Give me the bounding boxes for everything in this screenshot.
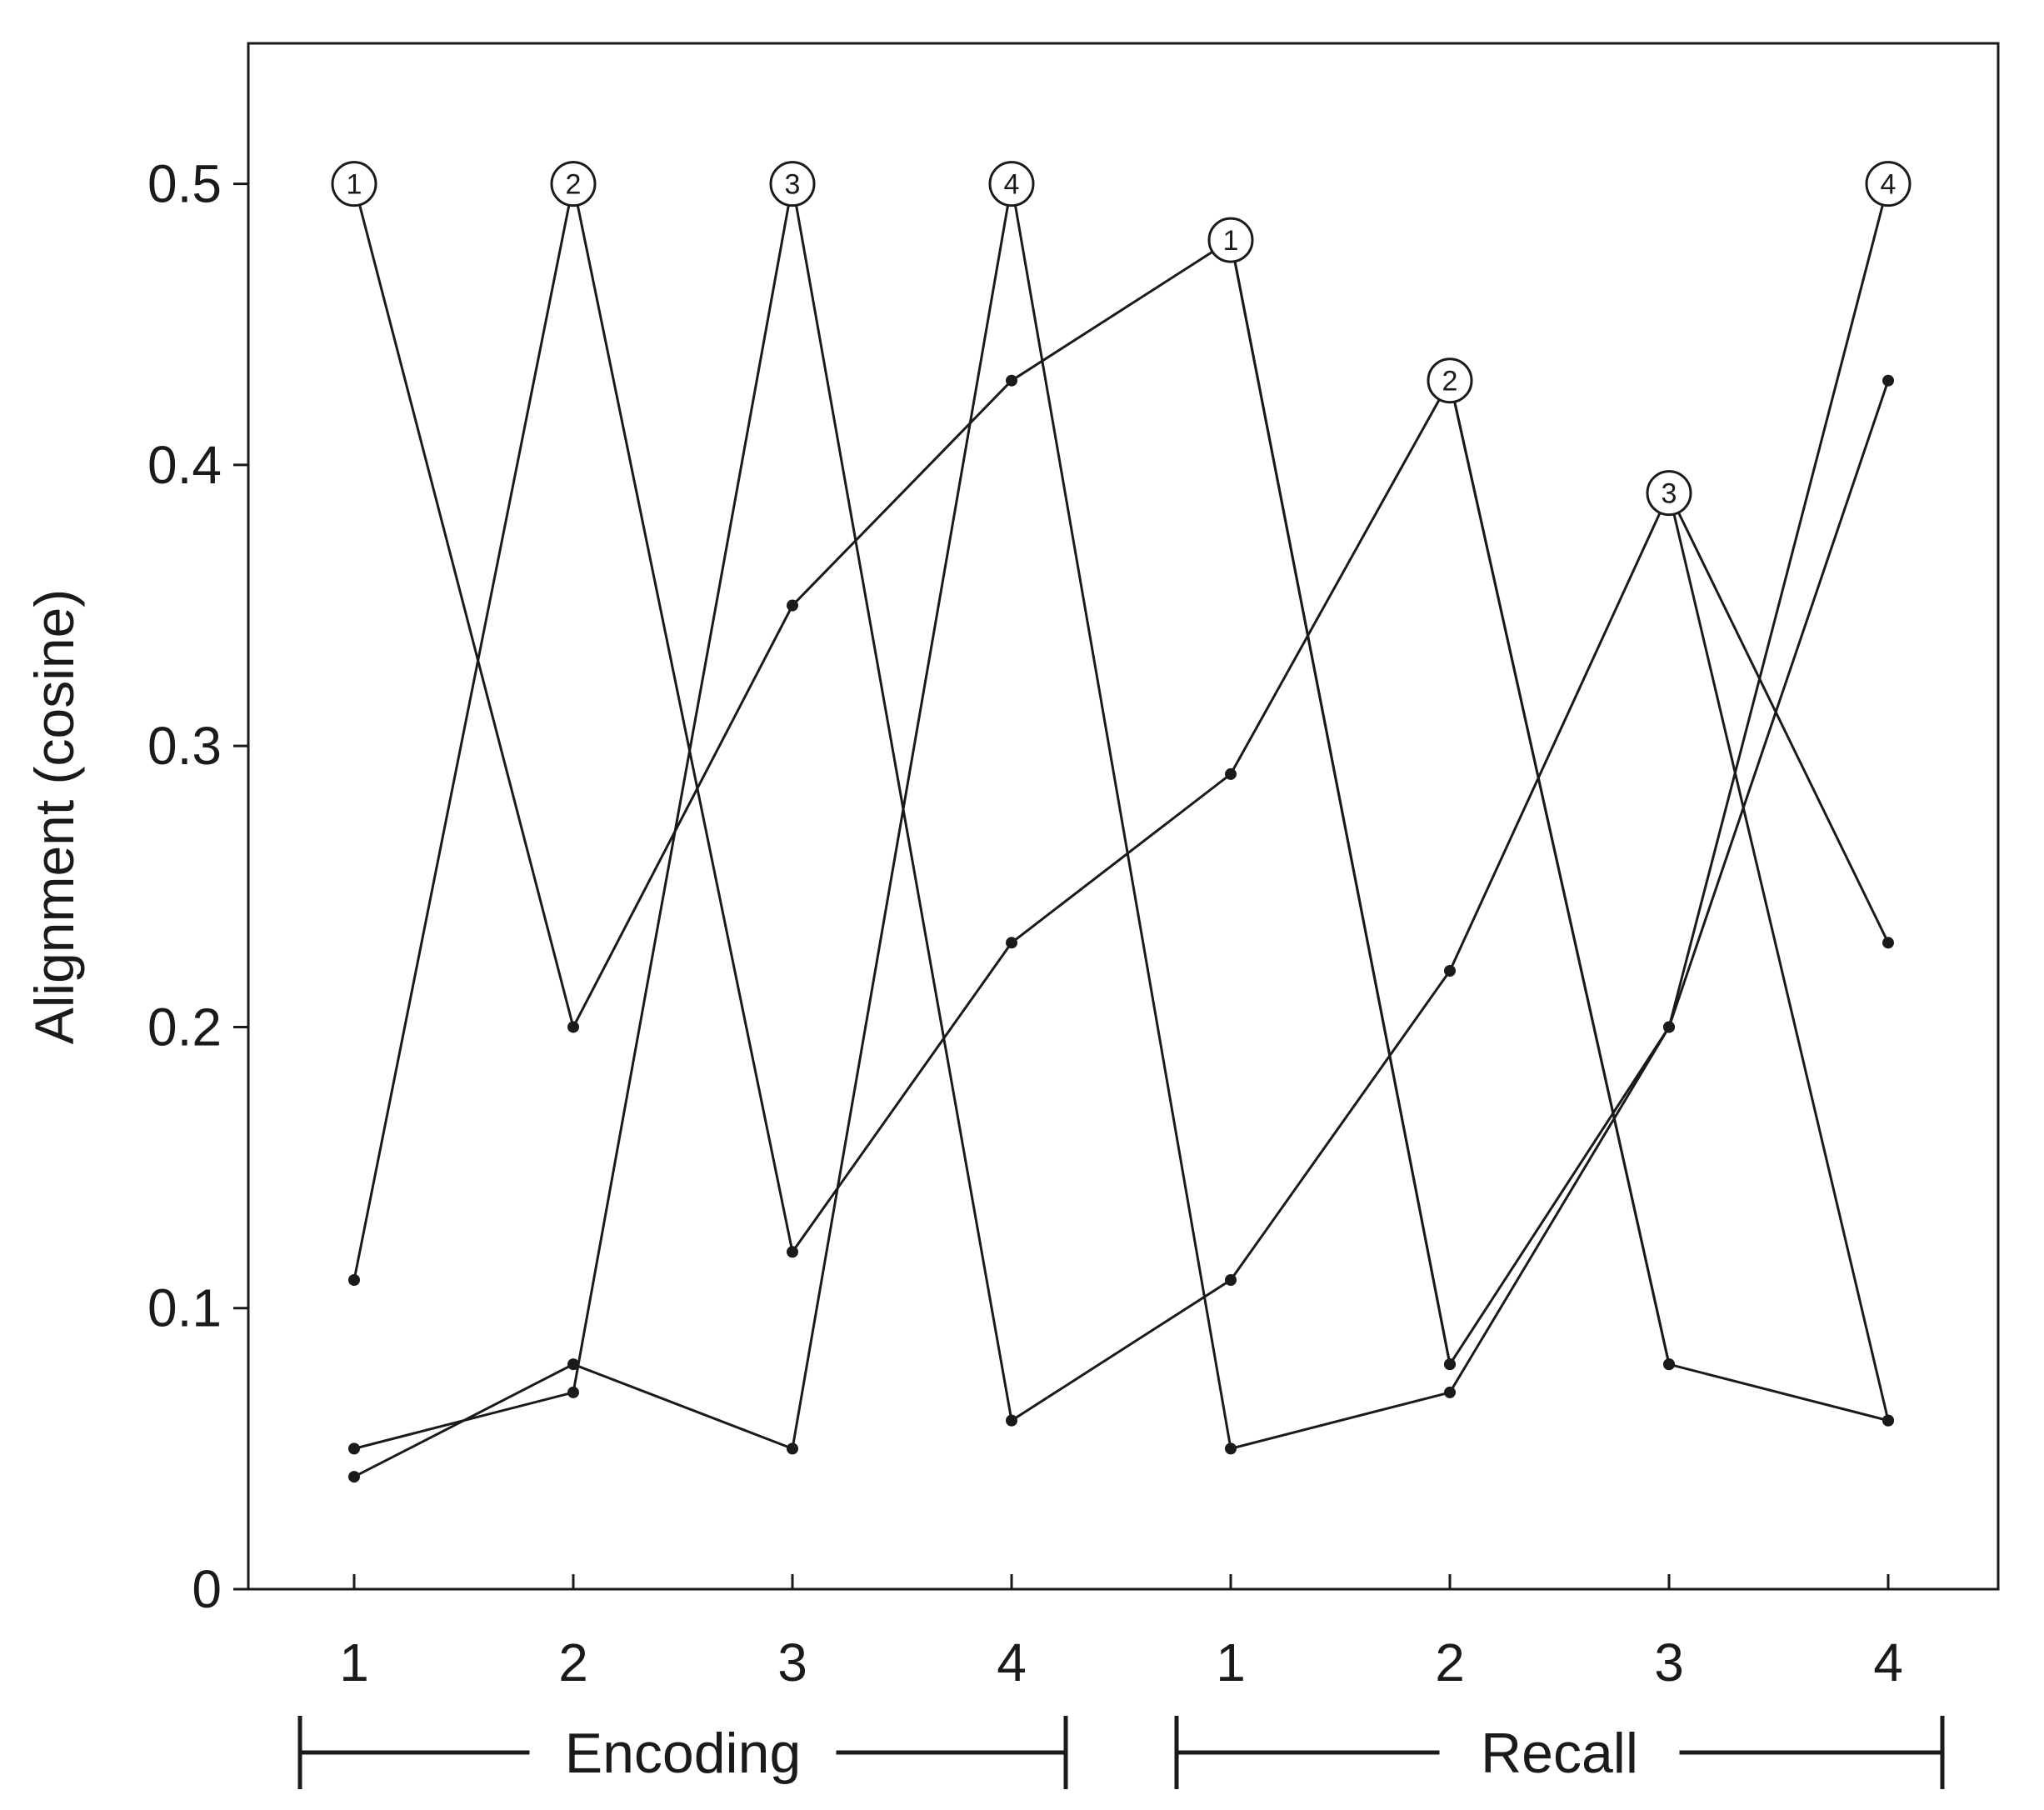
group-brackets: Encoding Recall	[297, 1716, 1945, 1789]
marker-label: 2	[566, 169, 582, 201]
data-point	[348, 1274, 360, 1286]
group-label: Encoding	[565, 1722, 802, 1785]
group-bracket: Encoding	[297, 1716, 1068, 1789]
marker-circle	[988, 161, 1035, 208]
x-tick-label: 2	[1435, 1632, 1465, 1692]
y-tick-label: 0.5	[147, 154, 222, 214]
y-tick-label: 0.2	[147, 997, 222, 1057]
x-tick-label: 3	[1654, 1632, 1684, 1692]
y-axis: 0 0.1 0.2 0.3 0.4 0.5	[147, 154, 248, 1619]
x-tick-label: 1	[339, 1632, 369, 1692]
marker-circle	[331, 161, 377, 208]
y-tick-label: 0.1	[147, 1278, 222, 1338]
x-tick-label: 3	[777, 1632, 807, 1692]
data-point	[1225, 1274, 1237, 1286]
group-label: Recall	[1481, 1722, 1638, 1785]
marker-circle	[1865, 161, 1912, 208]
x-tick-label: 4	[997, 1632, 1027, 1692]
x-tick-label: 2	[558, 1632, 588, 1692]
marker-label: 4	[1004, 169, 1020, 201]
series-marker: 1	[331, 161, 377, 208]
x-axis: 1 2 3 4 1 2 3 4	[339, 1574, 1903, 1692]
data-point	[1006, 1414, 1017, 1427]
marker-label: 3	[785, 169, 801, 201]
marker-circle	[1646, 470, 1692, 517]
series-line	[1448, 380, 1671, 1365]
marker-label: 3	[1662, 478, 1677, 510]
data-point	[787, 599, 798, 612]
data-point	[1006, 937, 1017, 949]
group-bracket: Recall	[1174, 1716, 1945, 1789]
marker-circle	[1207, 217, 1254, 263]
series-marker: 2	[1427, 358, 1473, 404]
series-marker: 1	[1207, 217, 1254, 263]
marker-circle	[1427, 358, 1473, 404]
series-layer	[348, 178, 1894, 1483]
data-point	[567, 1021, 579, 1033]
marker-circle	[769, 161, 816, 208]
y-tick-label: 0.4	[147, 435, 222, 495]
marker-label: 2	[1442, 366, 1458, 398]
data-point	[567, 1386, 579, 1398]
data-point	[1882, 374, 1894, 387]
series-marker: 4	[988, 161, 1035, 208]
data-point	[567, 1358, 579, 1371]
data-point	[1006, 374, 1017, 387]
x-tick-label: 4	[1873, 1632, 1903, 1692]
series-line	[353, 183, 1890, 1478]
data-point	[1444, 965, 1456, 977]
y-tick-label: 0	[192, 1559, 222, 1619]
marker-layer: 1 2 3 4 1 2 3 4	[331, 161, 1912, 517]
series-line	[1667, 492, 1890, 1421]
series-line	[353, 183, 1890, 1450]
data-point	[1444, 1358, 1456, 1371]
series-line	[352, 183, 1890, 1368]
plot-frame	[247, 42, 2000, 1591]
marker-label: 4	[1881, 169, 1897, 201]
data-point	[1225, 1442, 1237, 1455]
data-point	[1225, 768, 1237, 780]
series-marker: 4	[1865, 161, 1912, 208]
y-tick-label: 0.3	[147, 716, 222, 776]
series-line	[1229, 239, 1452, 1365]
data-point	[1882, 1414, 1894, 1427]
marker-circle	[550, 161, 597, 208]
data-point	[787, 1442, 798, 1455]
marker-label: 1	[347, 169, 362, 201]
data-point	[1882, 937, 1894, 949]
series-marker: 3	[769, 161, 816, 208]
data-point	[787, 1246, 798, 1258]
series-marker: 2	[550, 161, 597, 208]
data-point	[348, 1442, 360, 1455]
data-point	[348, 1471, 360, 1483]
y-axis-label: Alignment (cosine)	[23, 589, 85, 1045]
data-point	[1663, 1021, 1675, 1033]
data-point	[1663, 1358, 1675, 1371]
series-line	[352, 183, 1889, 1422]
x-tick-label: 1	[1216, 1632, 1246, 1692]
series-marker: 3	[1646, 470, 1692, 517]
data-point	[1444, 1386, 1456, 1398]
marker-label: 1	[1223, 225, 1239, 257]
